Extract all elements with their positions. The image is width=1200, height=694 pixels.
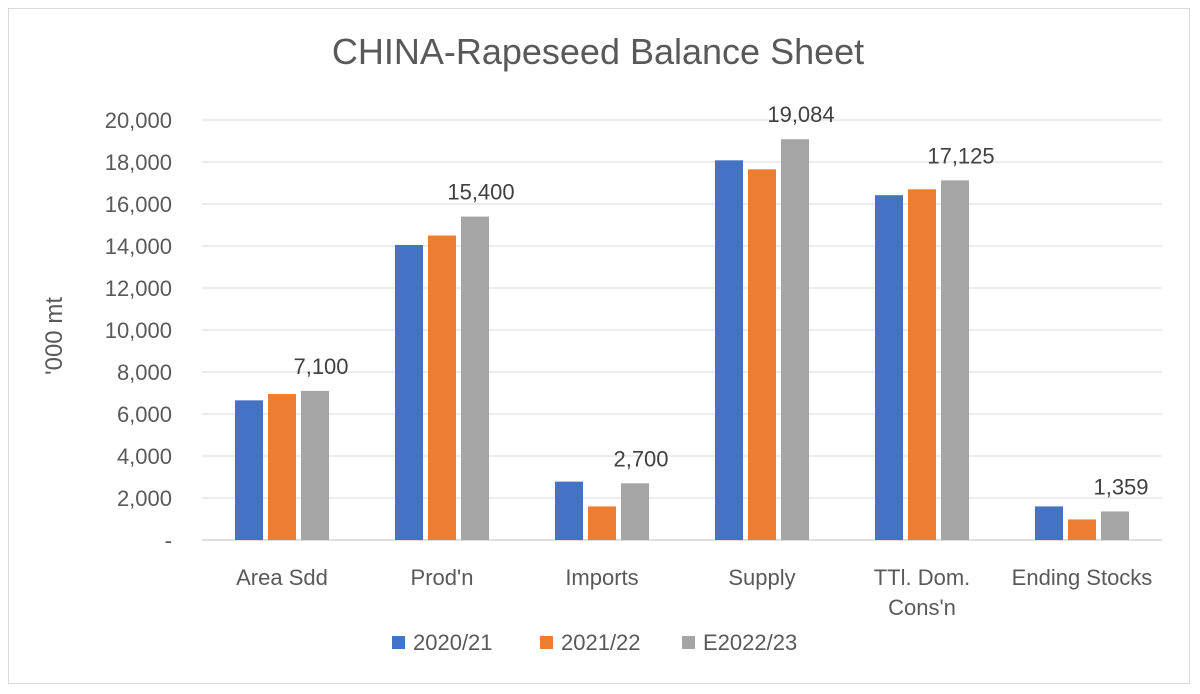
y-tick-label: 10,000 xyxy=(105,318,172,343)
y-axis-ticks: - 2,000 4,000 6,000 8,000 10,000 12,000 14,000 1… xyxy=(105,108,172,553)
bar xyxy=(875,195,903,540)
bars xyxy=(235,139,1129,541)
y-tick-label: 6,000 xyxy=(117,402,172,427)
x-axis-ticks: Area Sdd Prod'n Imports Supply TTl. Dom. Cons… xyxy=(236,565,1152,620)
data-label: 1,359 xyxy=(1093,474,1148,499)
legend-swatch xyxy=(392,636,405,649)
data-label: 7,100 xyxy=(293,354,348,379)
legend: 2020/21 2021/22 E2022/23 xyxy=(392,630,797,655)
bar xyxy=(555,481,583,540)
y-axis-label: '000 mt xyxy=(41,297,68,375)
chart-title: CHINA-Rapeseed Balance Sheet xyxy=(332,31,864,72)
bar xyxy=(1035,506,1063,540)
y-tick-label: 12,000 xyxy=(105,276,172,301)
bar xyxy=(461,216,489,540)
bar xyxy=(1101,511,1129,540)
y-tick-label: 2,000 xyxy=(117,486,172,511)
y-tick-label: 16,000 xyxy=(105,192,172,217)
y-tick-label: 4,000 xyxy=(117,444,172,469)
x-tick-label: Ending Stocks xyxy=(1012,565,1153,590)
x-tick-label: Area Sdd xyxy=(236,565,328,590)
bar xyxy=(941,180,969,540)
data-label: 17,125 xyxy=(927,143,994,168)
legend-label: 2020/21 xyxy=(413,630,493,655)
legend-label: 2021/22 xyxy=(561,630,641,655)
x-tick-label: Imports xyxy=(565,565,638,590)
y-tick-label: 8,000 xyxy=(117,360,172,385)
bar xyxy=(235,400,263,540)
bar xyxy=(621,483,649,540)
bar xyxy=(268,394,296,540)
legend-swatch xyxy=(540,636,553,649)
x-tick-label: Prod'n xyxy=(411,565,474,590)
y-tick-label: 14,000 xyxy=(105,234,172,259)
bar xyxy=(588,506,616,540)
data-label: 2,700 xyxy=(613,446,668,471)
gridlines xyxy=(202,119,1162,541)
bar xyxy=(908,189,936,541)
bar xyxy=(395,244,423,540)
bar xyxy=(715,160,743,540)
chart-frame xyxy=(8,8,1190,684)
legend-label: E2022/23 xyxy=(703,630,797,655)
x-tick-label: TTl. Dom. xyxy=(874,565,971,590)
bar xyxy=(748,169,776,540)
x-tick-label: Supply xyxy=(728,565,795,590)
x-tick-label: Cons'n xyxy=(888,595,956,620)
data-label: 15,400 xyxy=(447,180,514,205)
data-label: 19,084 xyxy=(767,102,834,127)
bar xyxy=(1068,519,1096,540)
y-tick-label: 18,000 xyxy=(105,150,172,175)
y-tick-label: 20,000 xyxy=(105,108,172,133)
bar xyxy=(781,139,809,540)
y-tick-label: - xyxy=(165,528,172,553)
bar xyxy=(301,390,329,540)
legend-swatch xyxy=(682,636,695,649)
bar xyxy=(428,235,456,540)
data-labels: 7,100 15,400 2,700 19,084 17,125 1,359 xyxy=(293,102,1148,499)
